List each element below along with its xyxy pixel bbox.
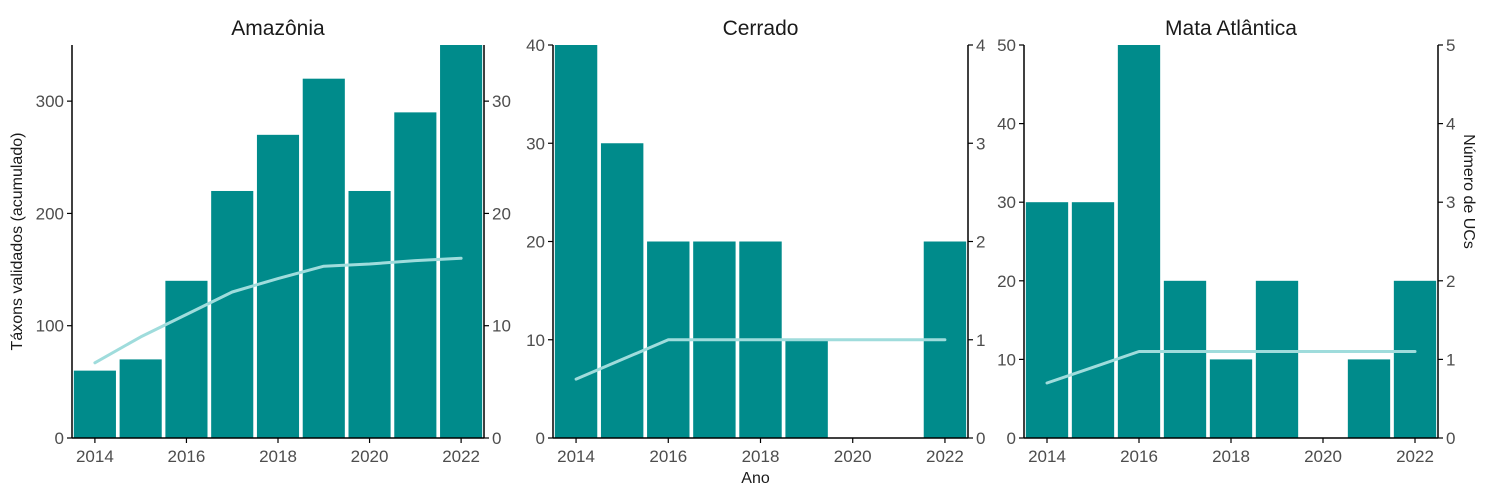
- bar: [1209, 359, 1253, 438]
- y-right-tick-label: 1: [976, 331, 985, 350]
- y-right-tick-label: 1: [1446, 350, 1455, 369]
- y-left-tick-label: 300: [36, 92, 64, 111]
- bar: [440, 45, 483, 438]
- y-right-tick-label: 4: [976, 36, 985, 55]
- bar: [1163, 280, 1207, 438]
- panel-title: Amazônia: [231, 17, 325, 40]
- bar: [302, 78, 345, 438]
- y-right-tick-label: 0: [1446, 429, 1455, 448]
- x-axis-title: Ano: [741, 470, 770, 487]
- y-left-tick-label: 50: [997, 36, 1016, 55]
- bar: [1347, 359, 1391, 438]
- x-tick-label: 2014: [557, 447, 595, 466]
- bar: [119, 359, 162, 438]
- panel-title: Cerrado: [723, 17, 799, 40]
- y-left-tick-label: 10: [526, 331, 545, 350]
- x-tick-label: 2018: [259, 447, 297, 466]
- y-right-tick-label: 0: [976, 429, 985, 448]
- x-tick-label: 2018: [1212, 447, 1250, 466]
- bar: [348, 190, 391, 438]
- series-line: [1045, 350, 1417, 385]
- y-left-tick-label: 0: [1007, 429, 1016, 448]
- y-left-tick-label: 100: [36, 317, 64, 336]
- bar: [600, 143, 644, 438]
- y-left-axis-title: Táxons validados (acumulado): [9, 133, 26, 351]
- bar: [1393, 280, 1437, 438]
- y-right-tick-label: 3: [976, 134, 985, 153]
- bar: [785, 339, 828, 438]
- x-tick-label: 2020: [834, 447, 872, 466]
- panel-title: Mata Atlântica: [1165, 17, 1297, 40]
- x-tick-label: 2022: [926, 447, 964, 466]
- bar: [1071, 202, 1115, 438]
- x-tick-label: 2016: [168, 447, 206, 466]
- y-left-tick-label: 30: [526, 134, 545, 153]
- x-tick-label: 2018: [742, 447, 780, 466]
- bar: [1255, 280, 1299, 438]
- x-tick-label: 2022: [1396, 447, 1434, 466]
- y-right-tick-label: 0: [492, 429, 501, 448]
- x-tick-label: 2014: [76, 447, 114, 466]
- y-right-tick-label: 5: [1446, 36, 1455, 55]
- x-tick-label: 2014: [1028, 447, 1066, 466]
- x-tick-label: 2022: [442, 447, 480, 466]
- y-right-axis-title: Número de UCs: [1460, 134, 1477, 249]
- bar: [256, 134, 300, 439]
- y-left-tick-label: 20: [997, 272, 1016, 291]
- y-right-tick-label: 2: [976, 233, 985, 252]
- y-left-tick-label: 40: [526, 36, 545, 55]
- x-tick-label: 2020: [351, 447, 389, 466]
- x-tick-label: 2016: [649, 447, 687, 466]
- y-right-tick-label: 3: [1446, 193, 1455, 212]
- bar: [1025, 202, 1069, 438]
- y-right-tick-label: 4: [1446, 115, 1455, 134]
- bar: [73, 370, 116, 438]
- bar: [394, 112, 437, 438]
- y-right-tick-label: 30: [492, 92, 511, 111]
- y-left-tick-label: 200: [36, 204, 64, 223]
- bar: [211, 190, 254, 438]
- y-left-tick-label: 30: [997, 193, 1016, 212]
- y-right-tick-label: 2: [1446, 272, 1455, 291]
- y-left-tick-label: 0: [536, 429, 545, 448]
- series-line: [93, 256, 463, 365]
- y-left-tick-label: 40: [997, 115, 1016, 134]
- y-left-tick-label: 20: [526, 233, 545, 252]
- x-tick-label: 2016: [1120, 447, 1158, 466]
- bar: [1117, 45, 1161, 438]
- x-tick-label: 2020: [1304, 447, 1342, 466]
- y-right-tick-label: 10: [492, 317, 511, 336]
- y-left-tick-label: 10: [997, 350, 1016, 369]
- series-line: [574, 338, 947, 381]
- y-left-tick-label: 0: [55, 429, 64, 448]
- bar: [165, 280, 208, 438]
- y-right-tick-label: 20: [492, 204, 511, 223]
